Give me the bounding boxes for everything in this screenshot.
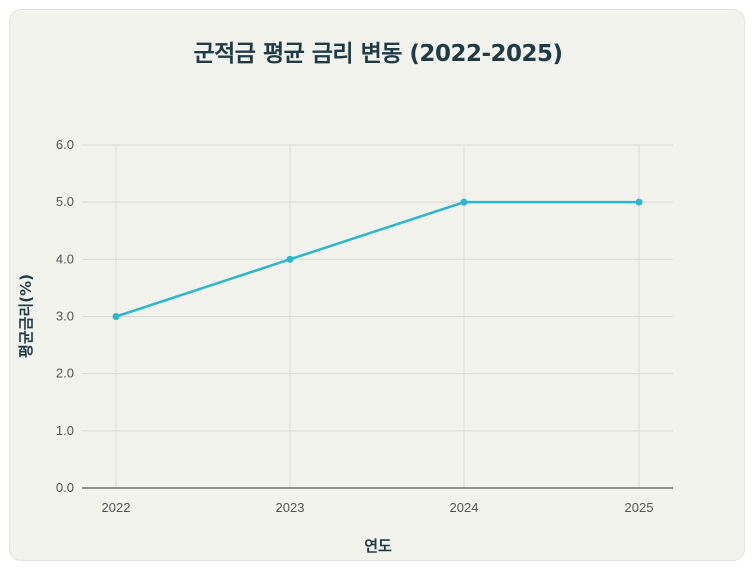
chart-title: 군적금 평균 금리 변동 (2022-2025) xyxy=(193,41,563,67)
x-tick-labels: 2022 2023 2024 2025 xyxy=(102,500,654,515)
x-axis-title: 연도 xyxy=(364,537,392,555)
x-tick-label: 2022 xyxy=(102,500,131,515)
x-tick-label: 2025 xyxy=(625,500,654,515)
y-axis-title: 평균금리(%) xyxy=(17,274,35,358)
chart-card xyxy=(9,9,745,561)
data-point xyxy=(635,198,643,206)
data-points xyxy=(112,198,643,320)
y-tick-label: 3.0 xyxy=(56,309,74,324)
y-tick-label: 5.0 xyxy=(56,194,74,209)
y-tick-label: 1.0 xyxy=(56,423,74,438)
data-point xyxy=(460,198,468,206)
grid-lines xyxy=(82,144,673,488)
x-tick-label: 2023 xyxy=(276,500,305,515)
y-tick-label: 4.0 xyxy=(56,251,74,266)
y-tick-label: 2.0 xyxy=(56,366,74,381)
x-tick-label: 2024 xyxy=(450,500,479,515)
y-tick-label: 6.0 xyxy=(56,137,74,152)
data-point xyxy=(112,313,120,320)
data-point xyxy=(286,255,294,263)
series-line xyxy=(115,200,639,318)
y-tick-label: 0.0 xyxy=(56,480,74,495)
y-tick-labels: 0.0 1.0 2.0 3.0 4.0 5.0 6.0 xyxy=(56,137,74,495)
